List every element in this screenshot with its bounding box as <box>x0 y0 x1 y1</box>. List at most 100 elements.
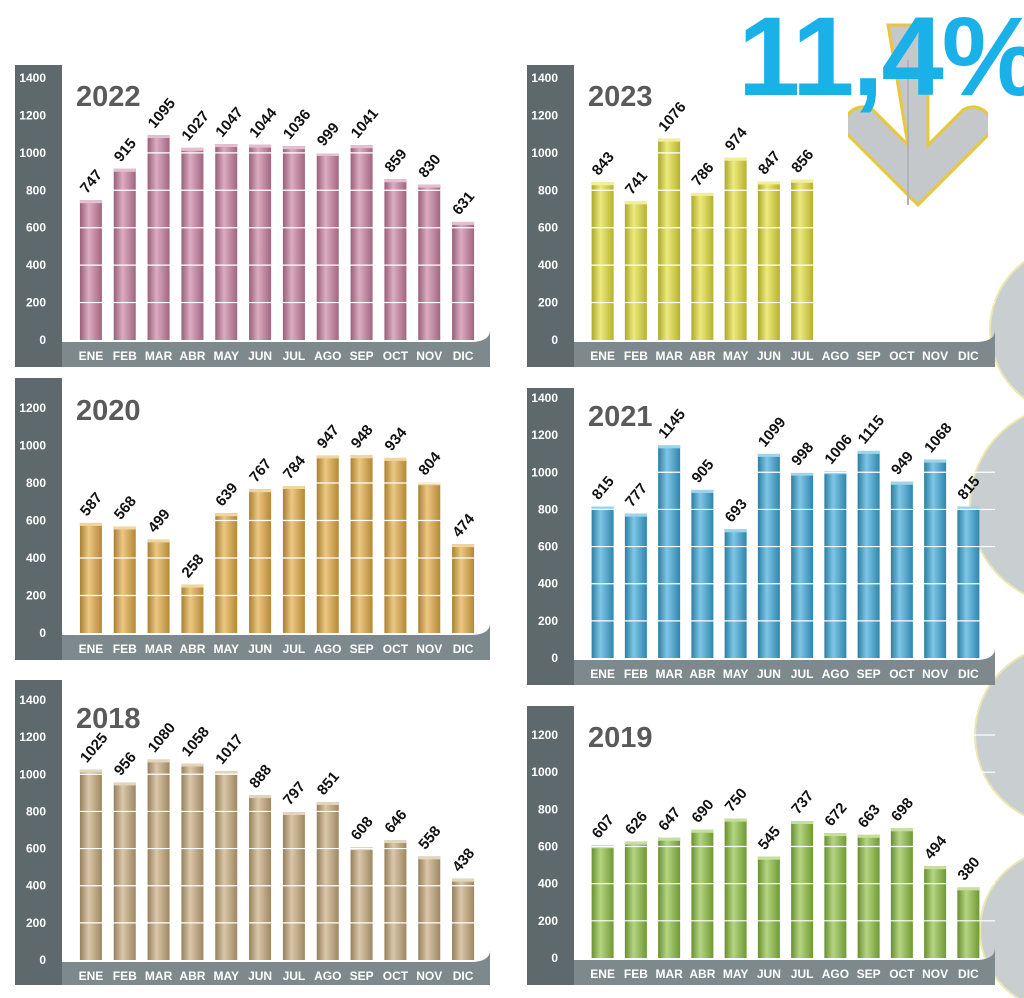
y-tick-label: 400 <box>538 258 558 272</box>
chart-2019: 0 200 400 600 800 1000 1200 ENE FEB MAR ABR MAY JUN J… <box>527 706 995 985</box>
bar-DIC <box>452 878 475 960</box>
bar-cap <box>757 453 780 457</box>
bar-AGO <box>316 455 339 633</box>
x-tick-label: SEP <box>350 349 374 363</box>
x-tick-label: ABR <box>179 969 205 983</box>
data-label: 499 <box>145 506 174 536</box>
x-tick-label: DIC <box>453 969 474 983</box>
y-tick-label: 600 <box>26 514 46 528</box>
x-tick-label: ENE <box>79 642 104 656</box>
bar-cap <box>282 486 305 489</box>
y-tick-label: 800 <box>538 502 558 516</box>
bar-cap <box>724 157 747 161</box>
y-tick-label: 200 <box>538 914 558 928</box>
bar-ABR <box>691 489 714 658</box>
y-tick-label: 200 <box>538 296 558 310</box>
bar-cap <box>658 445 681 449</box>
x-tick-label: OCT <box>383 349 409 363</box>
data-label: 607 <box>589 812 618 842</box>
chart-svg: 0 200 400 600 800 1000 1200 ENE FEB MAR ABR MAY JUN J… <box>15 378 490 660</box>
bar-ABR <box>691 192 714 340</box>
x-tick-label: OCT <box>383 642 409 656</box>
bar-SEP <box>350 145 373 340</box>
data-label: 380 <box>954 854 983 884</box>
bar-cap <box>113 526 136 530</box>
bar-cap <box>857 450 880 454</box>
x-tick-label: MAR <box>145 969 173 983</box>
bar-FEB <box>113 526 136 633</box>
x-tick-label: JUN <box>757 349 781 363</box>
bar-SEP <box>350 847 373 960</box>
bar-cap <box>591 182 614 186</box>
bar-cap <box>724 818 747 822</box>
bar-cap <box>113 168 136 172</box>
data-label: 1006 <box>821 431 855 467</box>
bar-AGO <box>824 833 847 958</box>
bar-MAY <box>724 818 747 958</box>
x-tick-label: JUN <box>757 667 781 681</box>
x-tick-label: MAY <box>213 969 239 983</box>
bar-cap <box>658 837 681 841</box>
bar-JUL <box>791 821 814 958</box>
x-tick-label: SEP <box>857 349 881 363</box>
data-label: 767 <box>246 456 275 486</box>
x-tick-label: AGO <box>314 642 341 656</box>
chart-svg: 0 200 400 600 800 1000 1200 1400 ENE FEB MAR ABR MAY… <box>527 388 995 685</box>
bar-JUL <box>791 179 814 340</box>
bar-NOV <box>418 856 441 960</box>
bar-cap <box>316 153 339 157</box>
bar-ENE <box>591 506 614 658</box>
bar-cap <box>658 138 681 142</box>
y-tick-label: 1400 <box>531 71 558 85</box>
data-label: 830 <box>415 151 444 181</box>
y-tick-label: 1200 <box>531 108 558 122</box>
bar-cap <box>350 455 373 459</box>
x-tick-label: JUN <box>248 349 272 363</box>
bar-cap <box>791 821 814 825</box>
y-axis-band <box>527 388 574 685</box>
data-label: 1036 <box>280 106 314 142</box>
y-tick-label: 200 <box>538 614 558 628</box>
chart-2020: 0 200 400 600 800 1000 1200 ENE FEB MAR ABR MAY JUN J… <box>15 378 490 660</box>
y-tick-label: 0 <box>551 651 558 665</box>
bar-ENE <box>79 522 102 633</box>
x-tick-label: AGO <box>314 969 341 983</box>
data-label: 750 <box>722 785 751 815</box>
bar-FEB <box>113 168 136 340</box>
x-tick-label: AGO <box>822 967 849 981</box>
x-tick-label: MAY <box>723 967 749 981</box>
x-tick-label: ABR <box>689 349 715 363</box>
data-label: 915 <box>111 135 140 165</box>
x-tick-label: OCT <box>889 349 915 363</box>
data-label: 815 <box>589 473 618 503</box>
bar-ABR <box>181 147 204 340</box>
data-label: 438 <box>449 845 478 875</box>
x-axis-band <box>62 623 490 660</box>
y-tick-label: 200 <box>26 296 46 310</box>
bar-JUN <box>249 489 272 633</box>
x-tick-label: MAY <box>213 642 239 656</box>
bar-OCT <box>384 179 407 340</box>
bar-MAY <box>215 513 238 633</box>
bar-cap <box>181 147 204 151</box>
x-tick-label: JUL <box>791 967 814 981</box>
x-tick-label: ABR <box>689 967 715 981</box>
data-label: 608 <box>348 814 377 844</box>
x-tick-label: ENE <box>590 349 615 363</box>
bar-ENE <box>79 200 102 340</box>
data-label: 949 <box>888 448 917 478</box>
bar-JUN <box>757 181 780 340</box>
y-tick-label: 1400 <box>531 391 558 405</box>
data-label: 258 <box>178 551 207 581</box>
y-tick-label: 800 <box>26 804 46 818</box>
bar-cap <box>282 146 305 150</box>
bar-cap <box>624 513 647 517</box>
x-tick-label: NOV <box>922 667 948 681</box>
y-axis-band <box>15 680 62 985</box>
chart-2023: 0 200 400 600 800 1000 1200 1400 ENE FEB MAR ABR MAY… <box>527 65 995 367</box>
chart-svg: 0 200 400 600 800 1000 1200 1400 ENE FEB MAR ABR MAY… <box>527 65 995 367</box>
bar-NOV <box>924 459 947 658</box>
bar-cap <box>924 459 947 463</box>
data-label: 1058 <box>178 724 212 760</box>
bar-AGO <box>316 801 339 960</box>
